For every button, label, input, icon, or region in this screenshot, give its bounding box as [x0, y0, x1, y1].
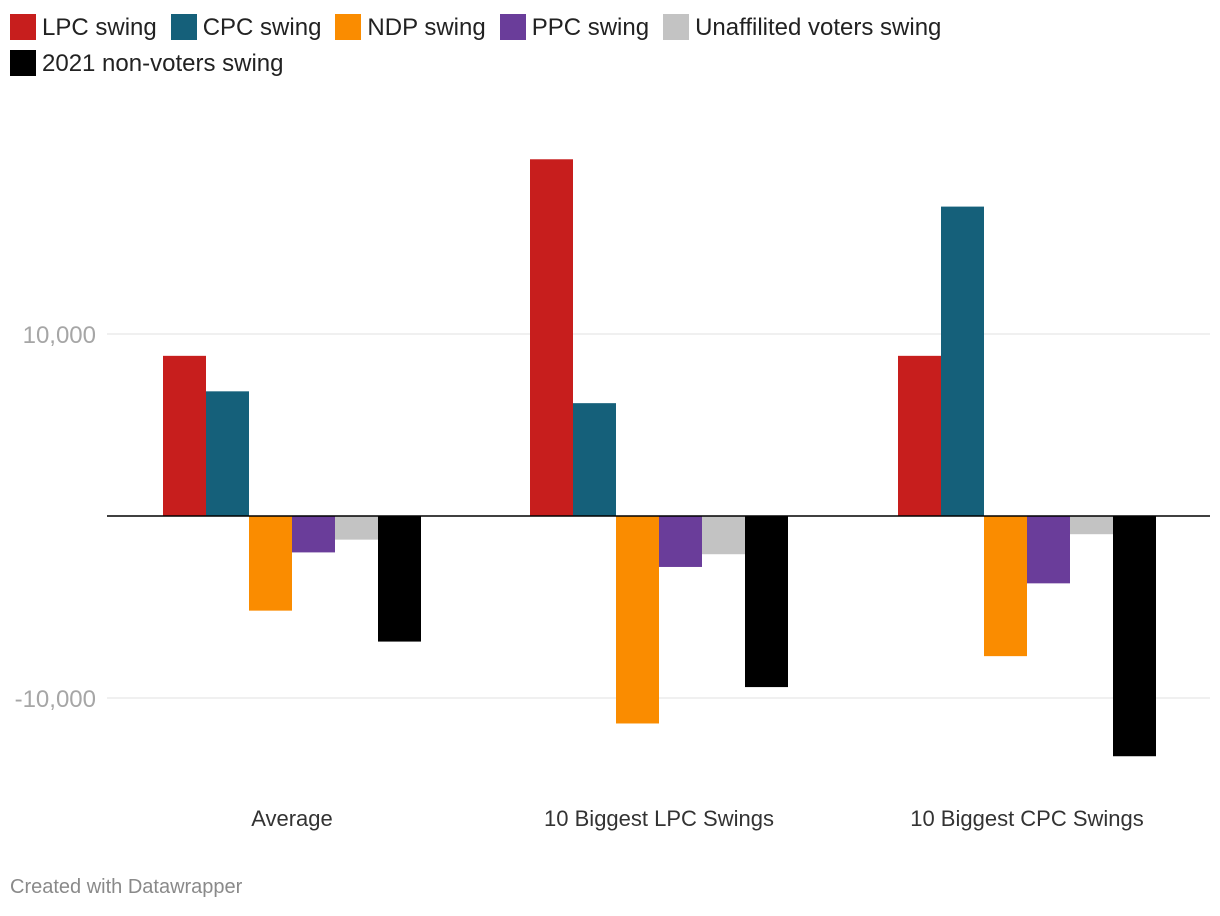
bar [530, 159, 573, 516]
bar [1113, 516, 1156, 757]
legend-label: Unaffilited voters swing [695, 14, 942, 41]
bar [984, 516, 1027, 657]
legend-item: 2021 non-voters swing [10, 46, 283, 82]
bar [163, 355, 206, 516]
legend-item: LPC swing [10, 10, 157, 46]
y-tick-label: 10,000 [23, 322, 96, 349]
chart-legend: LPC swing CPC swing NDP swing PPC swing Unaf… [10, 10, 1210, 82]
legend-item: NDP swing [335, 10, 486, 46]
legend-label: NDP swing [367, 14, 486, 41]
legend-label: LPC swing [42, 14, 157, 41]
bar [378, 516, 421, 642]
bar [702, 516, 745, 555]
bar [206, 391, 249, 516]
legend-label: PPC swing [531, 14, 650, 41]
legend-label: 2021 non-voters swing [42, 50, 284, 77]
x-category-label: Average [251, 806, 333, 831]
bar [659, 516, 702, 567]
bar [616, 516, 659, 724]
bar [1027, 516, 1070, 584]
legend-swatch [170, 14, 197, 40]
x-category-label: 10 Biggest CPC Swings [910, 806, 1144, 831]
legend-swatch [10, 50, 36, 76]
legend-swatch [335, 14, 362, 40]
legend-swatch [663, 14, 690, 40]
legend-item: CPC swing [170, 10, 322, 46]
bar [941, 206, 984, 516]
legend-label: CPC swing [202, 14, 322, 41]
bar [1070, 516, 1113, 535]
legend-swatch [10, 14, 36, 40]
y-tick-label: -10,000 [15, 686, 96, 713]
bar [292, 516, 335, 553]
legend-item: PPC swing [499, 10, 650, 46]
bar [573, 403, 616, 516]
legend-swatch [499, 14, 526, 40]
footer-credit: Created with Datawrapper [10, 876, 243, 898]
bar [745, 516, 788, 688]
x-category-label: 10 Biggest LPC Swings [544, 806, 774, 831]
bar [898, 355, 941, 516]
bar [335, 516, 378, 540]
bar [249, 516, 292, 611]
legend-item: Unaffilited voters swing [663, 10, 941, 46]
